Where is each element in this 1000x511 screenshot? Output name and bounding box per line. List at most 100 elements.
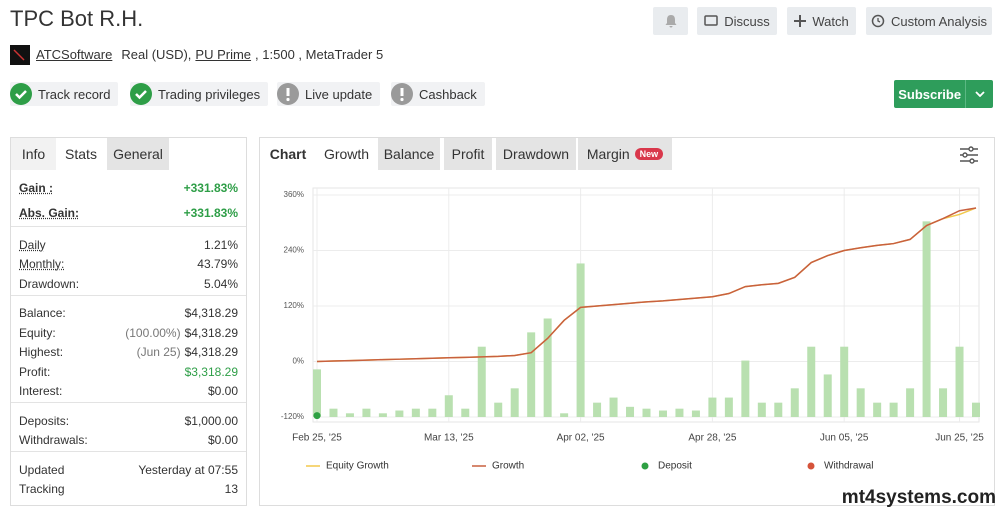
button-label: Discuss [724, 13, 770, 29]
badge: Live update [277, 82, 381, 106]
stat-row: Monthly: 43.79% [19, 255, 238, 275]
bar [395, 410, 404, 417]
badge: Trading privileges [130, 82, 269, 106]
owner-link[interactable]: ATCSoftware [36, 47, 113, 62]
status-icon [10, 83, 32, 105]
tab-label: Chart [269, 146, 307, 162]
bar [708, 397, 717, 417]
tab[interactable]: Profit [444, 138, 492, 170]
icon [794, 15, 807, 27]
new-badge: New [634, 148, 664, 160]
stat-value-wrap: $0.00 [208, 433, 238, 447]
watch-button[interactable]: Watch [787, 7, 856, 35]
badge-label: Cashback [419, 86, 477, 102]
bar [378, 413, 387, 417]
stat-label: Profit: [19, 364, 51, 379]
y-tick-label: 120% [284, 301, 304, 310]
tab[interactable]: Margin New [578, 138, 672, 170]
status-icon [130, 83, 152, 105]
stat-value: 13 [224, 482, 238, 497]
tab-label: Profit [451, 146, 485, 162]
tab-label: Margin [586, 146, 630, 162]
subscribe-button[interactable]: Subscribe [894, 80, 993, 108]
stat-label: Withdrawals: [19, 433, 88, 448]
bar [955, 346, 964, 417]
account-avatar [10, 45, 30, 65]
stat-note: (Jun 25) [136, 345, 181, 360]
stat-value: $4,318.29 [184, 306, 238, 321]
stat-row: Drawdown: 5.04% [19, 274, 238, 294]
chart: 360% 240% 120% 0% -120% Feb 25, '25 Mar 13, '2… [281, 187, 984, 472]
bar [576, 263, 585, 417]
tab-label: Drawdown [502, 146, 570, 162]
badge: Track record [10, 82, 119, 106]
stat-value-wrap: (Jun 25) $4,318.29 [137, 345, 238, 359]
broker-link[interactable]: PU Prime [195, 47, 252, 62]
tab[interactable]: Info [11, 138, 56, 170]
stat-value-wrap: +331.83% [184, 206, 238, 220]
stat-label: Interest: [19, 384, 63, 399]
stat-label: Daily [19, 237, 46, 252]
x-tick-label: Mar 13, '25 [424, 433, 474, 444]
tab[interactable]: Chart [260, 138, 316, 170]
plot-area [312, 187, 980, 423]
x-tick-label: Jun 05, '25 [820, 433, 869, 444]
x-tick-label: Apr 28, '25 [688, 433, 736, 444]
stat-label: Balance: [19, 306, 66, 321]
stat-row: Equity: (100.00%) $4,318.29 [19, 323, 238, 343]
bar [444, 395, 453, 417]
bar [889, 402, 898, 417]
stats-panel: Info Stats General Gain : +331.83% Abs. Gain:… [10, 137, 247, 506]
stat-value-wrap: 13 [225, 482, 238, 496]
bar [560, 413, 569, 417]
x-tick-label: Feb 25, '25 [292, 433, 342, 444]
stat-label: Abs. Gain: [19, 205, 80, 220]
bar [345, 413, 354, 417]
account-details: , 1:500 , MetaTrader 5 [255, 47, 384, 62]
tab[interactable]: General [107, 138, 169, 170]
y-tick-label: 0% [292, 357, 304, 366]
stat-value-wrap: 1.21% [204, 238, 238, 252]
bar [840, 346, 849, 417]
tab[interactable]: Drawdown [496, 138, 576, 170]
stat-value: 5.04% [203, 276, 238, 291]
dropdown[interactable] [965, 80, 993, 108]
bar [362, 408, 371, 417]
notify-button[interactable] [653, 7, 688, 35]
stat-row: Profit: $3,318.29 [19, 362, 238, 382]
tab[interactable]: Growth [316, 138, 377, 170]
bar [691, 410, 700, 417]
y-tick-label: 240% [284, 246, 304, 255]
legend-swatch [641, 462, 649, 470]
bar [856, 388, 865, 417]
bar [461, 408, 470, 417]
custom-analysis-button[interactable]: Custom Analysis [866, 7, 992, 35]
stat-label: Monthly: [19, 257, 65, 272]
tab[interactable]: Balance [378, 138, 440, 170]
x-tick-label: Apr 02, '25 [557, 433, 605, 444]
stat-row: Balance: $4,318.29 [19, 304, 238, 324]
stat-value: $4,318.29 [184, 345, 238, 360]
stat-row: Deposits: $1,000.00 [19, 411, 238, 431]
x-tick-label: Jun 25, '25 [935, 433, 984, 444]
settings-icon[interactable] [958, 145, 980, 165]
bar [411, 408, 420, 417]
bar [626, 406, 635, 417]
bar [724, 397, 733, 417]
avatar-icon [13, 49, 25, 61]
stat-value-wrap: 5.04% [204, 277, 238, 291]
stat-value: +331.83% [183, 205, 238, 220]
separator [11, 451, 246, 452]
discuss-button[interactable]: Discuss [697, 7, 777, 35]
bar [823, 374, 832, 417]
bar [313, 369, 321, 417]
tab[interactable]: Stats [56, 138, 106, 170]
bar [972, 402, 980, 417]
stat-value-wrap: +331.83% [184, 181, 238, 195]
icon [871, 14, 885, 28]
chart-panel: 360% 240% 120% 0% -120% Feb 25, '25 Mar 13, '2… [259, 137, 995, 506]
legend-label: Growth [492, 461, 524, 472]
bar [922, 221, 931, 417]
stat-value-wrap: (100.00%) $4,318.29 [125, 326, 238, 340]
watermark: mt4systems.com [841, 487, 996, 508]
